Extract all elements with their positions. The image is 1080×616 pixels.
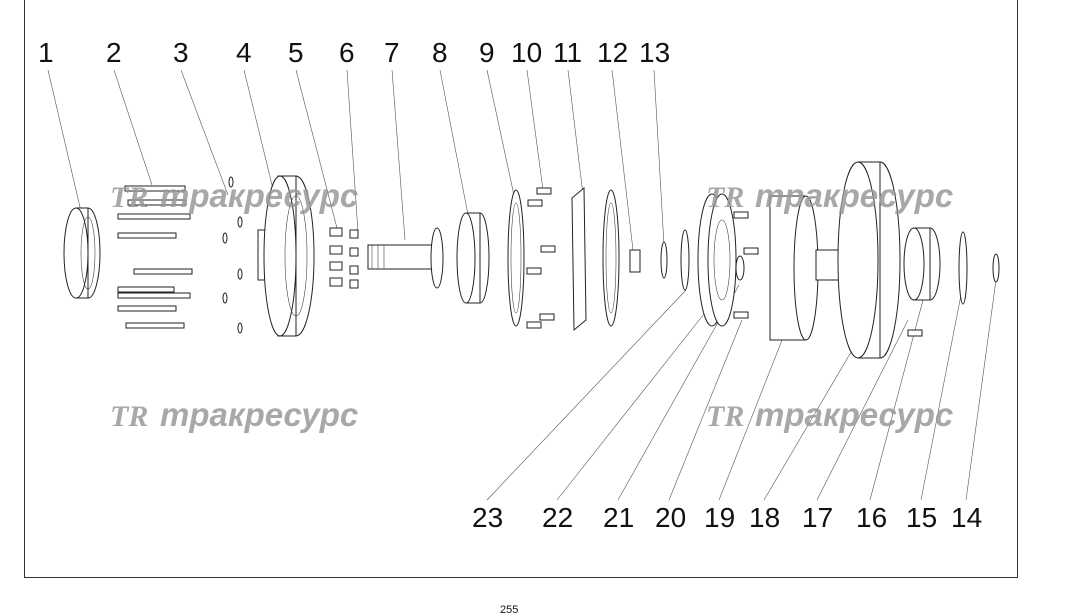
part-9-disc (507, 189, 525, 327)
callout-7: 7 (384, 37, 400, 68)
part-17-ring-gear (837, 161, 901, 359)
callout-13: 13 (639, 37, 670, 68)
callout-22: 22 (542, 502, 573, 533)
part-2-bolts (117, 185, 193, 329)
svg-text:TR: TR (110, 181, 148, 214)
part-3-washers (222, 176, 243, 334)
part-10-pins (526, 187, 556, 329)
part-8-gear (456, 212, 490, 304)
svg-text:TR: TR (706, 181, 744, 214)
callout-5: 5 (288, 37, 304, 68)
callout-9: 9 (479, 37, 495, 68)
part-4-flange-hub (257, 175, 315, 337)
callout-1: 1 (38, 37, 54, 68)
watermark-3: TR тракресурс (110, 396, 358, 433)
callout-12: 12 (597, 37, 628, 68)
svg-text:тракресурс: тракресурс (160, 177, 358, 214)
part-7-splined-shaft (367, 227, 444, 289)
callout-15: 15 (906, 502, 937, 533)
callout-11: 11 (553, 37, 582, 68)
callout-21: 21 (603, 502, 634, 533)
watermark-2: TR тракресурс (706, 177, 953, 214)
page-number: 255 (500, 604, 519, 616)
svg-text:тракресурс: тракресурс (755, 177, 953, 214)
callout-8: 8 (432, 37, 448, 68)
callouts-top: 1 2 3 4 5 6 7 8 9 10 11 12 13 (38, 37, 670, 68)
svg-text:TR: TR (706, 400, 744, 433)
svg-text:тракресурс: тракресурс (755, 396, 953, 433)
callout-2: 2 (106, 37, 122, 68)
part-18-housing (769, 195, 851, 341)
callout-3: 3 (173, 37, 189, 68)
part-11-plate (571, 186, 587, 332)
callout-23: 23 (472, 502, 503, 533)
callout-16: 16 (856, 502, 887, 533)
watermark-1: TR тракресурс (110, 177, 358, 214)
drawing-frame (24, 0, 1018, 578)
part-13-small-parts (629, 229, 690, 291)
svg-text:тракресурс: тракресурс (160, 396, 358, 433)
part-5-6-fasteners (329, 227, 359, 289)
part-19-23-carrier (697, 193, 759, 327)
svg-text:TR: TR (110, 400, 148, 433)
callout-10: 10 (511, 37, 542, 68)
callouts-bottom: 23 22 21 20 19 18 17 16 15 14 (472, 502, 982, 533)
callout-20: 20 (655, 502, 686, 533)
callout-19: 19 (704, 502, 735, 533)
part-12-disc (602, 189, 620, 327)
callout-6: 6 (339, 37, 355, 68)
callout-18: 18 (749, 502, 780, 533)
watermark-4: TR тракресурс (706, 396, 953, 433)
callout-17: 17 (802, 502, 833, 533)
part-1-seal (63, 207, 101, 299)
callout-14: 14 (951, 502, 982, 533)
part-14-16-rings (903, 227, 1000, 337)
callout-4: 4 (236, 37, 252, 68)
